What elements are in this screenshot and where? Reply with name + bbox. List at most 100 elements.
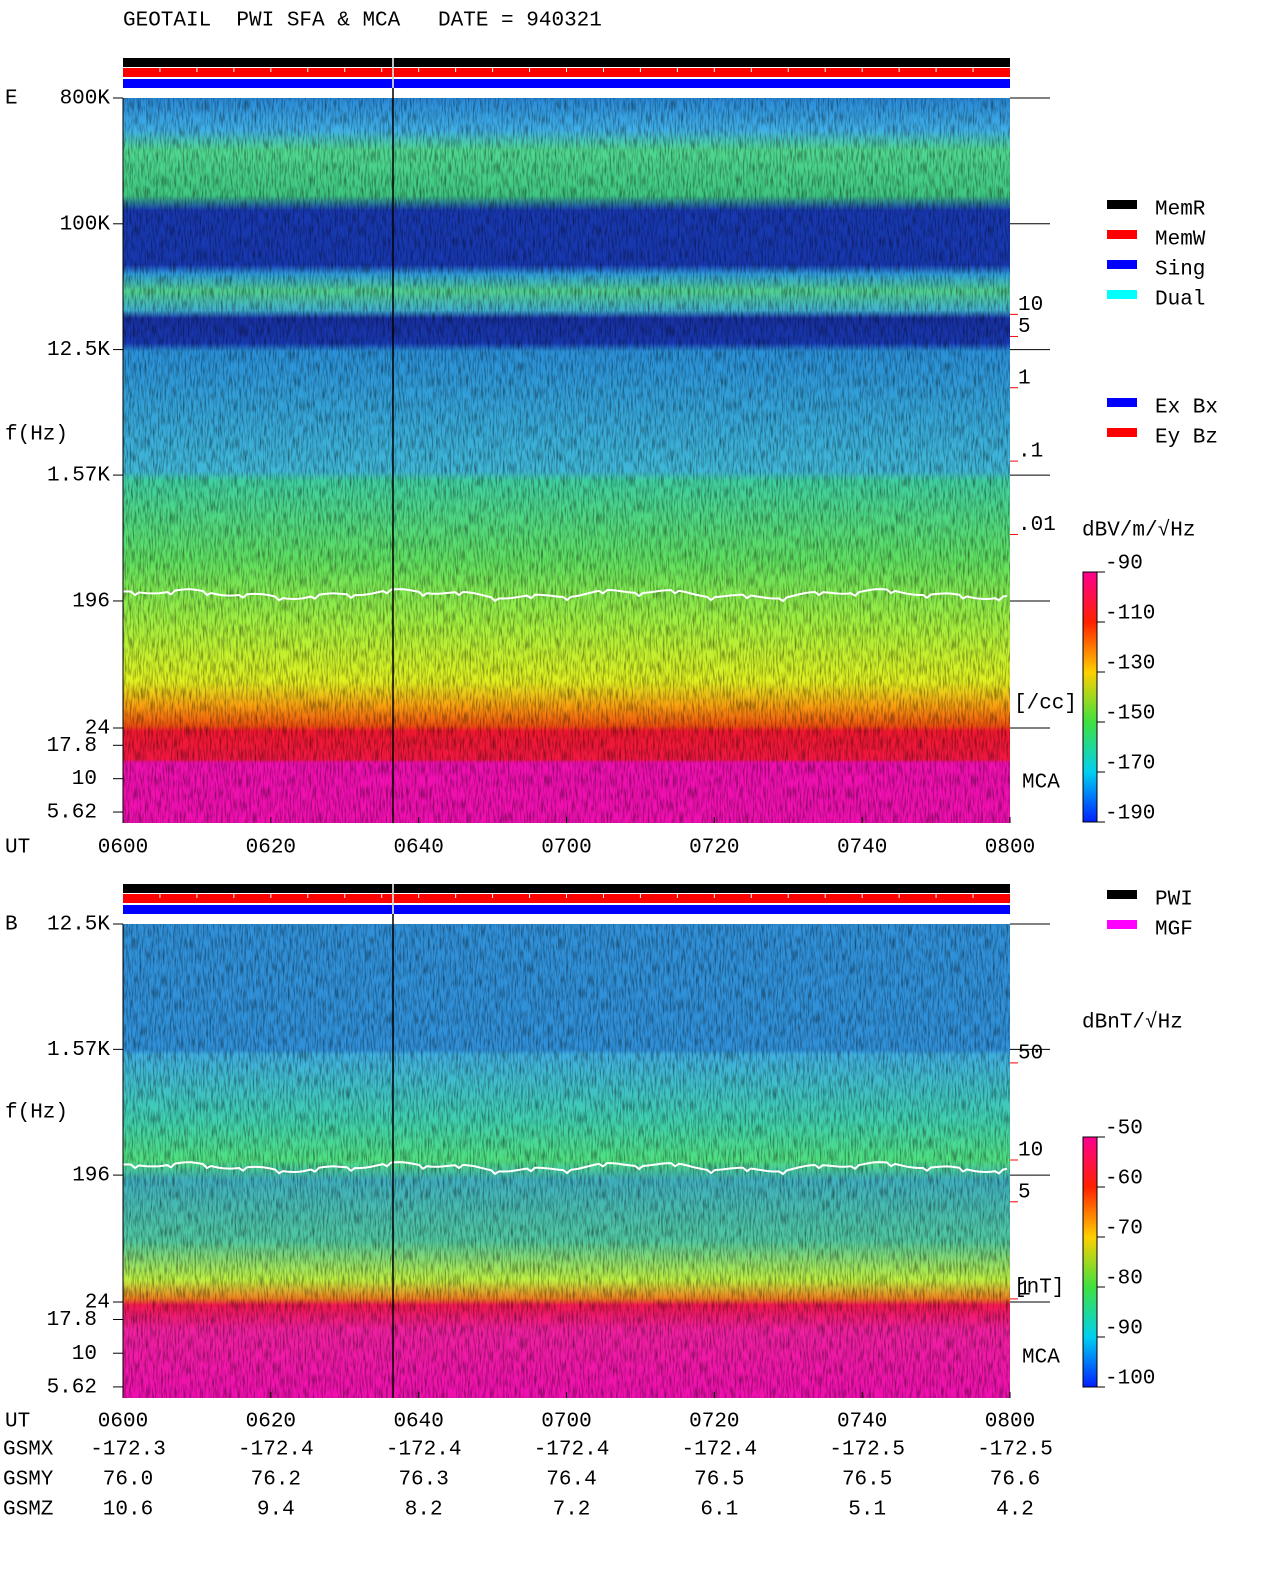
colorbar-tick-label: -170 [1105, 753, 1155, 776]
status-bar [123, 68, 1010, 77]
mca-tick-label: 17.8 [47, 735, 97, 758]
x-axis-label: UT [5, 1411, 30, 1434]
orbit-value: 76.6 [990, 1469, 1040, 1492]
mca-label: MCA [1022, 772, 1060, 795]
orbit-value: 6.1 [700, 1499, 738, 1522]
y2-tick-label: 1 [1018, 367, 1031, 390]
orbit-value: 7.2 [553, 1499, 591, 1522]
x-tick-label: 0600 [98, 1411, 148, 1434]
y-tick-label: 24 [85, 718, 110, 741]
legend-label: Dual [1155, 289, 1205, 312]
colorbar-tick-label: -80 [1105, 1268, 1143, 1291]
legend-label: PWI [1155, 889, 1193, 912]
colorbar-tick-label: -130 [1105, 653, 1155, 676]
y-tick-label: 24 [85, 1292, 110, 1315]
orbit-value: -172.4 [386, 1439, 462, 1462]
y-tick-label: 1.57K [47, 465, 110, 488]
x-tick-label: 0700 [541, 837, 591, 860]
y-tick-label: 12.5K [47, 914, 110, 937]
y-tick-label: 12.5K [47, 339, 110, 362]
orbit-value: 76.2 [251, 1469, 301, 1492]
x-axis-label: UT [5, 837, 30, 860]
x-tick-label: 0720 [689, 837, 739, 860]
colorbar-tick-label: -150 [1105, 703, 1155, 726]
legend-label: MGF [1155, 919, 1193, 942]
legend-swatch [1107, 200, 1137, 209]
spectrogram-noise [123, 98, 1010, 823]
colorbar-tick-label: -90 [1105, 1318, 1143, 1341]
y2-tick-label: 50 [1018, 1042, 1043, 1065]
cyclotron-line [122, 1161, 1008, 1176]
x-tick-label: 0720 [689, 1411, 739, 1434]
y-axis-label: f(Hz) [5, 424, 68, 447]
mca-tick-label: 17.8 [47, 1309, 97, 1332]
y2-axis-label: [nT] [1014, 1277, 1064, 1300]
y-tick-label: 196 [72, 591, 110, 614]
orbit-value: 5.1 [848, 1499, 886, 1522]
x-tick-label: 0640 [393, 837, 443, 860]
x-tick-label: 0700 [541, 1411, 591, 1434]
orbit-value: -172.4 [238, 1439, 314, 1462]
y-tick-label: 196 [72, 1165, 110, 1188]
mca-tick-label: 5.62 [47, 802, 97, 825]
legend-label: MemW [1155, 229, 1206, 252]
orbit-row-label: GSMY [3, 1469, 54, 1492]
y2-tick-label: .01 [1018, 514, 1056, 537]
y-axis-label: f(Hz) [5, 1102, 68, 1125]
colorbar-label: dBV/m/√Hz [1082, 519, 1195, 543]
y2-tick-label: .1 [1018, 441, 1043, 464]
x-tick-label: 0620 [246, 1411, 296, 1434]
colorbar [1082, 571, 1098, 823]
legend-label: Sing [1155, 259, 1205, 282]
status-bar [123, 79, 1010, 88]
legend-swatch [1107, 920, 1137, 929]
x-tick-label: 0740 [837, 1411, 887, 1434]
legend-swatch [1107, 290, 1137, 299]
y-tick-label: 1.57K [47, 1039, 110, 1062]
status-bar [123, 894, 1010, 903]
legend-label: Ey Bz [1155, 427, 1218, 450]
y-tick-label: 100K [60, 213, 111, 236]
orbit-value: 76.4 [546, 1469, 596, 1492]
orbit-value: 76.5 [842, 1469, 892, 1492]
orbit-value: 76.3 [398, 1469, 448, 1492]
mca-label: MCA [1022, 1347, 1060, 1370]
orbit-value: 76.5 [694, 1469, 744, 1492]
mca-tick-label: 10 [72, 768, 97, 791]
y2-tick-label: 5 [1018, 1181, 1031, 1204]
orbit-value: -172.3 [90, 1439, 166, 1462]
orbit-value: -172.5 [977, 1439, 1053, 1462]
x-tick-label: 0800 [985, 1411, 1035, 1434]
orbit-row-label: GSMZ [3, 1499, 53, 1522]
mca-tick-label: 5.62 [47, 1376, 97, 1399]
y2-tick-label: 10 [1018, 294, 1043, 317]
x-tick-label: 0800 [985, 837, 1035, 860]
y-tick-label: 800K [60, 88, 111, 111]
panel-label: B [5, 914, 18, 937]
x-tick-label: 0740 [837, 837, 887, 860]
orbit-value: 9.4 [257, 1499, 295, 1522]
colorbar-tick-label: -100 [1105, 1368, 1155, 1391]
status-bar [123, 905, 1010, 914]
orbit-value: 76.0 [103, 1469, 153, 1492]
colorbar-tick-label: -50 [1105, 1118, 1143, 1141]
x-tick-label: 0600 [98, 837, 148, 860]
colorbar-tick-label: -70 [1105, 1218, 1143, 1241]
legend-swatch [1107, 428, 1137, 437]
title: GEOTAIL PWI SFA & MCA DATE = 940321 [123, 10, 602, 33]
orbit-value: -172.4 [534, 1439, 610, 1462]
colorbar [1082, 1136, 1098, 1388]
x-tick-label: 0620 [246, 837, 296, 860]
colorbar-tick-label: -110 [1105, 603, 1155, 626]
status-bar [123, 884, 1010, 893]
spectrogram-noise [123, 924, 1010, 1398]
legend-label: MemR [1155, 199, 1206, 222]
legend-swatch [1107, 890, 1137, 899]
legend-label: Ex Bx [1155, 397, 1218, 420]
status-bar [123, 58, 1010, 67]
colorbar-tick-label: -60 [1105, 1168, 1143, 1191]
mca-tick-label: 10 [72, 1343, 97, 1366]
panel-label: E [5, 88, 18, 111]
legend-swatch [1107, 230, 1137, 239]
legend-swatch [1107, 398, 1137, 407]
